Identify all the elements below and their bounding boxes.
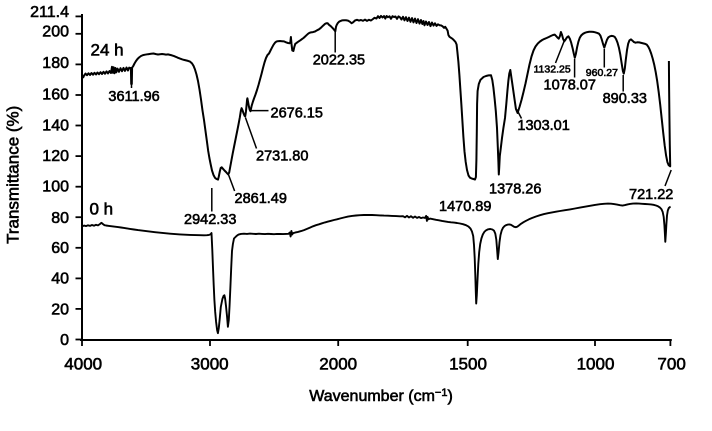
svg-text:3000: 3000 bbox=[191, 355, 229, 374]
svg-text:1132.25: 1132.25 bbox=[534, 64, 571, 76]
svg-text:2942.33: 2942.33 bbox=[184, 212, 236, 228]
svg-text:211.4: 211.4 bbox=[30, 4, 69, 21]
svg-text:24 h: 24 h bbox=[91, 41, 124, 60]
svg-text:100: 100 bbox=[42, 178, 69, 195]
svg-text:20: 20 bbox=[51, 301, 69, 318]
svg-text:960.27: 960.27 bbox=[586, 67, 618, 79]
svg-text:2861.49: 2861.49 bbox=[235, 191, 287, 207]
svg-text:140: 140 bbox=[42, 117, 69, 134]
svg-text:Wavenumber (cm−1): Wavenumber (cm−1) bbox=[309, 387, 453, 405]
svg-text:1500: 1500 bbox=[449, 355, 487, 374]
svg-text:1378.26: 1378.26 bbox=[489, 182, 541, 198]
svg-text:1303.01: 1303.01 bbox=[517, 118, 569, 134]
svg-text:0: 0 bbox=[60, 332, 69, 349]
svg-text:4000: 4000 bbox=[64, 355, 102, 374]
svg-text:40: 40 bbox=[51, 271, 69, 288]
svg-text:2676.15: 2676.15 bbox=[271, 106, 323, 122]
svg-text:2022.35: 2022.35 bbox=[313, 53, 365, 69]
svg-text:700: 700 bbox=[657, 355, 685, 374]
svg-text:120: 120 bbox=[42, 148, 69, 165]
svg-text:3611.96: 3611.96 bbox=[108, 89, 159, 105]
svg-text:1000: 1000 bbox=[577, 355, 615, 374]
svg-text:890.33: 890.33 bbox=[603, 91, 647, 107]
svg-text:1470.89: 1470.89 bbox=[439, 199, 491, 215]
svg-text:2000: 2000 bbox=[319, 355, 357, 374]
svg-text:180: 180 bbox=[42, 55, 69, 72]
svg-text:160: 160 bbox=[42, 86, 69, 103]
svg-text:2731.80: 2731.80 bbox=[256, 149, 308, 165]
svg-text:1078.07: 1078.07 bbox=[544, 78, 596, 94]
svg-text:80: 80 bbox=[51, 210, 69, 227]
svg-text:0 h: 0 h bbox=[90, 200, 114, 219]
svg-text:721.22: 721.22 bbox=[629, 187, 673, 203]
svg-text:60: 60 bbox=[51, 240, 69, 257]
svg-text:200: 200 bbox=[42, 23, 69, 40]
svg-text:Transmittance (%): Transmittance (%) bbox=[4, 106, 23, 244]
